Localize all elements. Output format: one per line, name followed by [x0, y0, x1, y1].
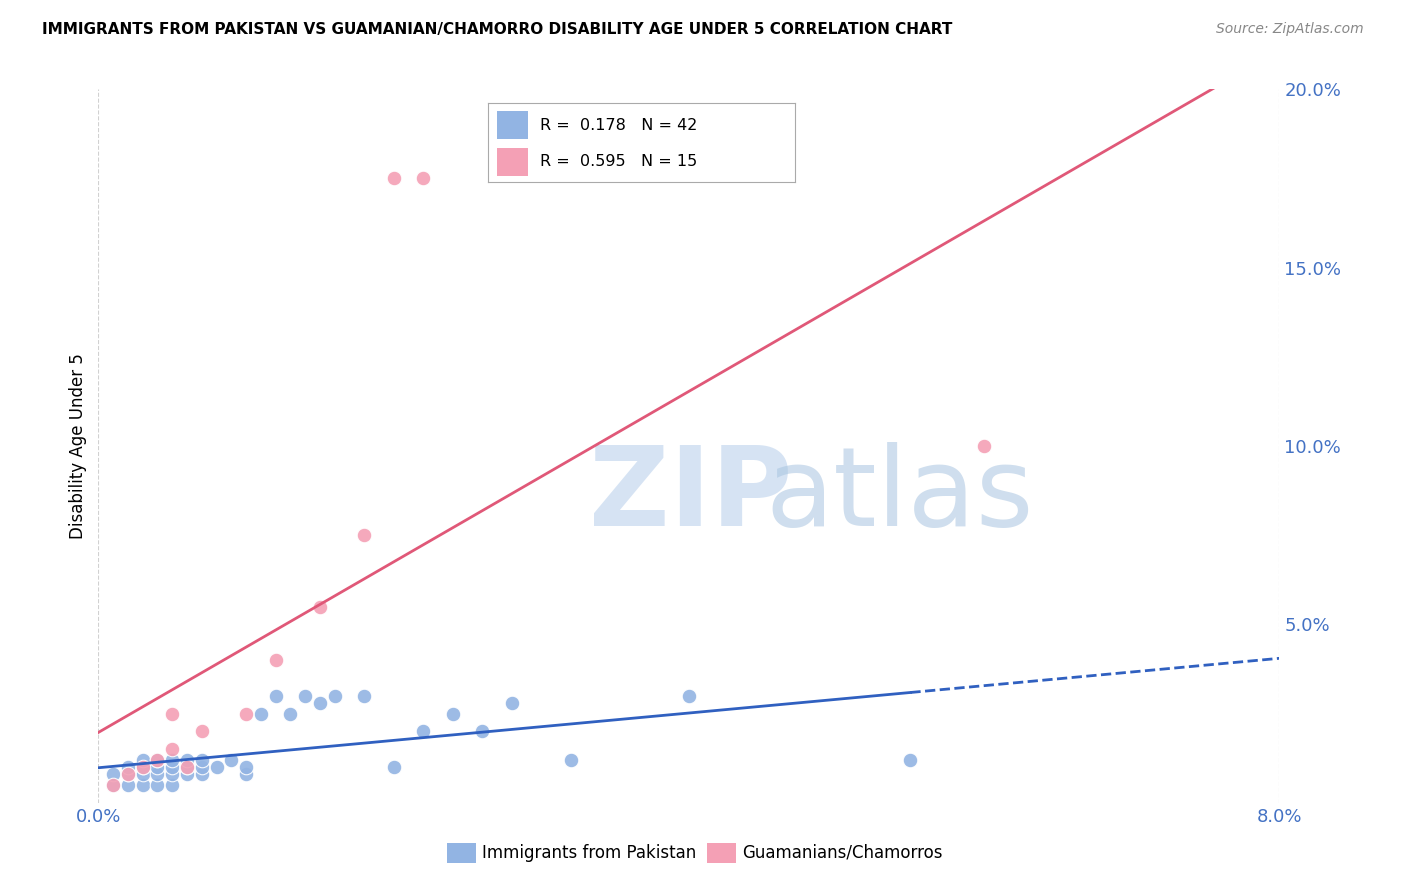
Point — [191, 760, 214, 774]
Point — [146, 778, 169, 792]
Point — [132, 778, 155, 792]
Point — [678, 689, 700, 703]
Point — [382, 760, 405, 774]
Text: IMMIGRANTS FROM PAKISTAN VS GUAMANIAN/CHAMORRO DISABILITY AGE UNDER 5 CORRELATIO: IMMIGRANTS FROM PAKISTAN VS GUAMANIAN/CH… — [42, 22, 952, 37]
Point — [146, 767, 169, 781]
Point — [221, 753, 243, 767]
Point — [162, 760, 183, 774]
Point — [235, 706, 257, 721]
Point — [146, 753, 169, 767]
Point — [117, 767, 139, 781]
Point — [117, 778, 139, 792]
Point — [973, 439, 995, 453]
Point — [132, 767, 155, 781]
Point — [250, 706, 273, 721]
Point — [162, 778, 183, 792]
Point — [205, 760, 228, 774]
Point — [264, 653, 287, 667]
Text: Guamanians/Chamorros: Guamanians/Chamorros — [742, 844, 942, 862]
Point — [176, 760, 198, 774]
Point — [117, 760, 139, 774]
Point — [471, 724, 494, 739]
Point — [235, 767, 257, 781]
Point — [264, 689, 287, 703]
Point — [162, 742, 183, 756]
Point — [162, 706, 183, 721]
Y-axis label: Disability Age Under 5: Disability Age Under 5 — [69, 353, 87, 539]
Point — [103, 778, 125, 792]
Point — [412, 171, 434, 186]
Point — [176, 753, 198, 767]
Point — [103, 778, 125, 792]
Text: ZIPatlas: ZIPatlas — [589, 442, 1097, 549]
Point — [191, 724, 214, 739]
Point — [309, 599, 332, 614]
Text: atlas: atlas — [766, 442, 1035, 549]
Point — [162, 767, 183, 781]
Point — [146, 753, 169, 767]
Point — [132, 760, 155, 774]
Point — [132, 760, 155, 774]
Point — [132, 753, 155, 767]
Text: ZIP: ZIP — [589, 442, 792, 549]
Text: Immigrants from Pakistan: Immigrants from Pakistan — [482, 844, 696, 862]
Text: Source: ZipAtlas.com: Source: ZipAtlas.com — [1216, 22, 1364, 37]
Point — [176, 760, 198, 774]
Point — [412, 724, 434, 739]
Point — [382, 171, 405, 186]
Point — [191, 753, 214, 767]
Point — [309, 696, 332, 710]
Point — [176, 767, 198, 781]
Point — [900, 753, 922, 767]
Point — [353, 689, 375, 703]
Point — [117, 767, 139, 781]
Point — [441, 706, 464, 721]
Point — [560, 753, 582, 767]
Point — [501, 696, 523, 710]
Point — [162, 753, 183, 767]
FancyBboxPatch shape — [447, 844, 477, 863]
Point — [235, 760, 257, 774]
Point — [294, 689, 316, 703]
FancyBboxPatch shape — [707, 844, 737, 863]
Point — [353, 528, 375, 542]
Point — [323, 689, 346, 703]
Point — [146, 760, 169, 774]
Point — [280, 706, 302, 721]
Point — [103, 767, 125, 781]
Point — [191, 767, 214, 781]
